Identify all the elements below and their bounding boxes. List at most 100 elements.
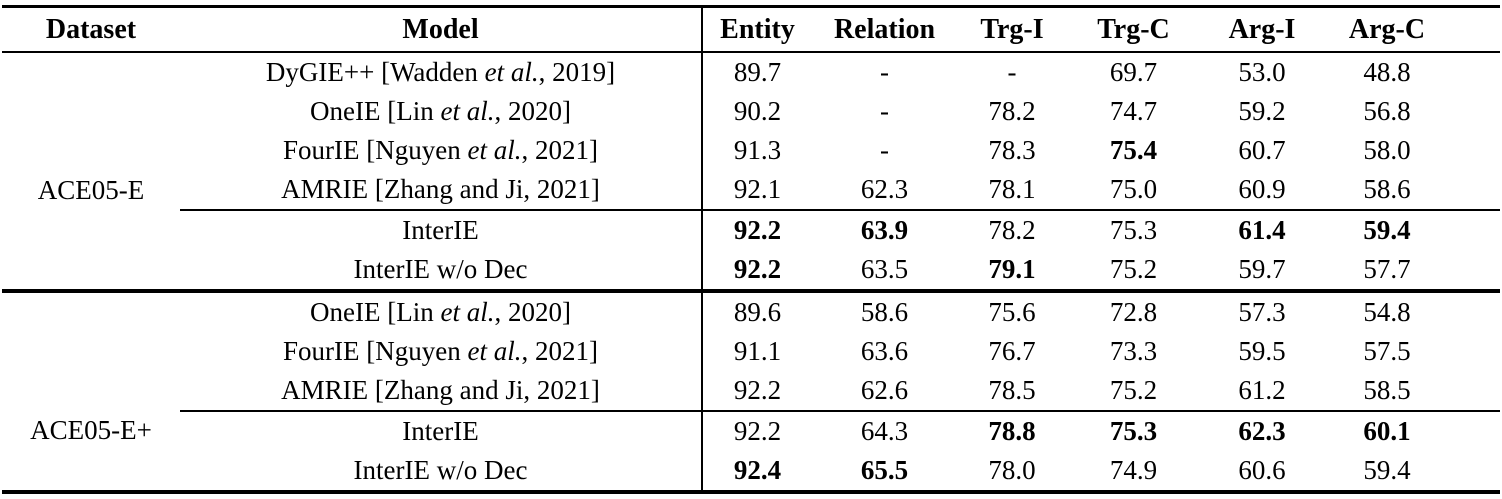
metric-cell: - xyxy=(1007,57,1017,87)
metric-cell: - xyxy=(880,57,889,87)
metric-cell: 63.6 xyxy=(860,336,909,366)
metric-cell: 74.7 xyxy=(1109,96,1158,126)
metric-cell: 75.2 xyxy=(1109,254,1158,284)
model-cell: InterIE w/o Dec xyxy=(353,254,528,284)
metric-cell: 78.1 xyxy=(988,174,1036,204)
metric-cell: 63.5 xyxy=(860,254,909,284)
metric-cell: 57.5 xyxy=(1363,336,1411,366)
metric-cell: 62.6 xyxy=(860,375,909,405)
table-header: Dataset Model Entity Relation Trg-I Trg-C Arg-… xyxy=(2,6,1500,52)
metric-cell: 59.5 xyxy=(1238,336,1286,366)
metric-cell: 62.3 xyxy=(860,174,909,204)
metric-cell: 92.1 xyxy=(701,170,812,210)
column-header-trg-c: Trg-C xyxy=(1097,14,1170,45)
metric-cell: 60.9 xyxy=(1238,174,1286,204)
dataset-section: ACE05-E+ OneIE [Lin et al., 2020] 89.6 58.6… xyxy=(2,291,1500,492)
metric-cell: 73.3 xyxy=(1109,336,1158,366)
metric-cell: 78.3 xyxy=(988,135,1036,165)
table-row: FourIE [Nguyen et al., 2021] 91.3 - 78.3 75.… xyxy=(2,131,1500,170)
metric-cell: 91.3 xyxy=(701,131,812,170)
model-cell: AMRIE [Zhang and Ji, 2021] xyxy=(281,174,600,204)
model-cell: DyGIE++ [Wadden et al., 2019] xyxy=(265,57,616,87)
model-cell: FourIE [Nguyen et al., 2021] xyxy=(283,135,598,165)
column-header-arg-c: Arg-C xyxy=(1348,14,1426,45)
metric-cell: 92.2 xyxy=(701,250,812,291)
table-row: OneIE [Lin et al., 2020] 90.2 - 78.2 74.7 59.… xyxy=(2,92,1500,131)
metric-cell: 64.3 xyxy=(812,410,957,451)
metric-cell: 75.4 xyxy=(1109,135,1158,165)
table-row: AMRIE [Zhang and Ji, 2021] 92.1 62.3 78.1 75… xyxy=(2,170,1500,210)
metric-cell: 54.8 xyxy=(1363,297,1411,327)
table-row: ACE05-E DyGIE++ [Wadden et al., 2019] 89.7… xyxy=(2,52,1500,205)
metric-cell: 60.6 xyxy=(1238,455,1286,485)
metric-cell: 92.2 xyxy=(701,209,812,250)
metric-cell: 65.5 xyxy=(860,455,909,485)
metric-cell: 57.7 xyxy=(1363,254,1411,284)
metric-cell: 78.8 xyxy=(957,410,1067,451)
metric-cell: 92.4 xyxy=(701,451,812,492)
dataset-label: ACE05-E xyxy=(2,52,180,291)
table-row: InterIE 92.2 64.3 78.8 75.3 62.3 60.1 xyxy=(2,410,1500,451)
metric-cell: 59.2 xyxy=(1238,96,1286,126)
metric-cell: 58.6 xyxy=(860,297,909,327)
model-cell: InterIE w/o Dec xyxy=(353,455,528,485)
model-cell: OneIE [Lin et al., 2020] xyxy=(310,96,571,126)
metric-cell: 63.9 xyxy=(812,209,957,250)
column-header-model: Model xyxy=(402,14,479,45)
model-cell: OneIE [Lin et al., 2020] xyxy=(310,297,571,327)
metric-cell: 58.6 xyxy=(1363,174,1411,204)
metric-cell: 79.1 xyxy=(988,254,1036,284)
metric-cell: 89.7 xyxy=(701,52,812,92)
table-row: AMRIE [Zhang and Ji, 2021] 92.2 62.6 78.5 75… xyxy=(2,371,1500,411)
model-cell: InterIE xyxy=(180,410,702,451)
metric-cell: 59.4 xyxy=(1324,209,1500,250)
model-cell: InterIE xyxy=(180,209,702,250)
column-header-entity: Entity xyxy=(701,6,812,52)
metric-cell: 75.3 xyxy=(1067,209,1200,250)
metric-cell: 90.2 xyxy=(701,92,812,131)
metric-cell: 92.2 xyxy=(701,371,812,411)
metric-cell: 75.3 xyxy=(1067,410,1200,451)
column-header-dataset: Dataset xyxy=(45,14,137,45)
metric-cell: 62.3 xyxy=(1200,410,1324,451)
model-cell: FourIE [Nguyen et al., 2021] xyxy=(283,336,598,366)
metric-cell: 78.2 xyxy=(988,96,1036,126)
table-row: ACE05-E+ OneIE [Lin et al., 2020] 89.6 58.6… xyxy=(2,291,1500,445)
metric-cell: 75.6 xyxy=(988,297,1036,327)
metric-cell: 91.1 xyxy=(701,332,812,371)
table-row: FourIE [Nguyen et al., 2021] 91.1 63.6 76.7… xyxy=(2,332,1500,371)
metric-cell: 59.4 xyxy=(1363,455,1411,485)
metric-cell: 89.6 xyxy=(701,291,812,332)
metric-cell: 59.7 xyxy=(1238,254,1286,284)
dataset-label-text: ACE05-E+ xyxy=(30,415,152,445)
results-table: Dataset Model Entity Relation Trg-I Trg-C Arg-… xyxy=(2,5,1500,494)
metric-cell: 78.0 xyxy=(988,455,1036,485)
dataset-label-text: ACE05-E xyxy=(37,174,145,205)
metric-cell: 61.4 xyxy=(1200,209,1324,250)
metric-cell: 53.0 xyxy=(1238,57,1286,87)
model-cell: AMRIE [Zhang and Ji, 2021] xyxy=(281,375,600,405)
metric-cell: 48.8 xyxy=(1363,57,1411,87)
metric-cell: 58.0 xyxy=(1363,135,1411,165)
table-row: InterIE w/o Dec 92.4 65.5 78.0 74.9 60.6 59.4 xyxy=(2,451,1500,492)
dataset-label: ACE05-E+ xyxy=(2,291,180,492)
metric-cell: 72.8 xyxy=(1109,297,1158,327)
metric-cell: 75.0 xyxy=(1109,174,1158,204)
metric-cell: 58.5 xyxy=(1363,375,1411,405)
column-header-trg-i: Trg-I xyxy=(980,14,1044,45)
metric-cell: 74.9 xyxy=(1109,455,1158,485)
table-row: InterIE 92.2 63.9 78.2 75.3 61.4 59.4 xyxy=(2,209,1500,250)
metric-cell: 60.7 xyxy=(1238,135,1286,165)
metric-cell: - xyxy=(880,96,889,126)
metric-cell: 76.7 xyxy=(988,336,1036,366)
metric-cell: 60.1 xyxy=(1324,410,1500,451)
metric-cell: 92.2 xyxy=(701,410,812,451)
metric-cell: 56.8 xyxy=(1363,96,1411,126)
column-header-relation: Relation xyxy=(833,14,936,45)
metric-cell: 61.2 xyxy=(1238,375,1286,405)
metric-cell: - xyxy=(880,135,889,165)
metric-cell: 69.7 xyxy=(1109,57,1158,87)
metric-cell: 78.2 xyxy=(957,209,1067,250)
header-row: Dataset Model Entity Relation Trg-I Trg-C Arg-… xyxy=(2,6,1500,52)
